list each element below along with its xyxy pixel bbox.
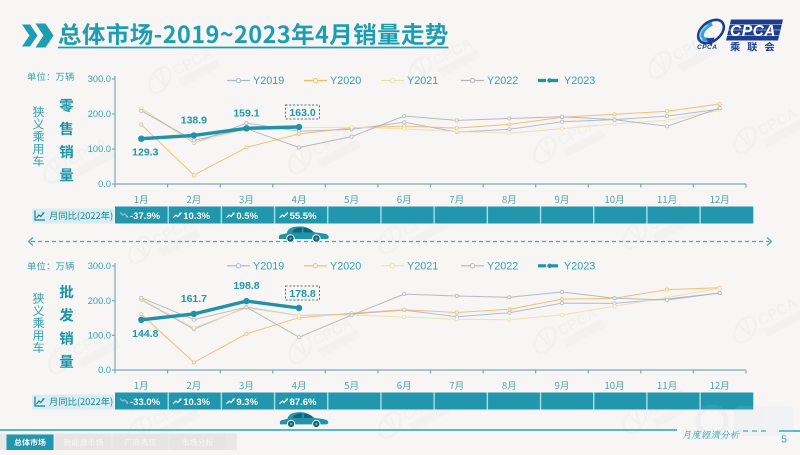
svg-text:CPCA: CPCA <box>697 44 717 51</box>
svg-text:87.6%: 87.6% <box>290 397 317 408</box>
svg-text:9.3%: 9.3% <box>236 397 258 408</box>
svg-text:-37.9%: -37.9% <box>130 211 161 222</box>
svg-text:Y2020: Y2020 <box>330 75 361 87</box>
svg-text:10.3%: 10.3% <box>183 211 210 222</box>
svg-text:129.3: 129.3 <box>132 147 158 159</box>
svg-text:163.0: 163.0 <box>289 107 315 119</box>
svg-text:Y2021: Y2021 <box>407 260 438 272</box>
svg-text:Y2019: Y2019 <box>253 260 284 272</box>
svg-text:200.0: 200.0 <box>88 109 111 119</box>
svg-text:100.0: 100.0 <box>88 331 111 341</box>
svg-text:159.1: 159.1 <box>233 107 259 119</box>
svg-text:138.9: 138.9 <box>181 114 207 126</box>
svg-text:10.3%: 10.3% <box>183 397 210 408</box>
svg-text:Y2020: Y2020 <box>330 260 361 272</box>
svg-text:198.8: 198.8 <box>233 280 259 292</box>
svg-text:0.0: 0.0 <box>98 365 111 375</box>
svg-text:200.0: 200.0 <box>88 296 111 306</box>
svg-text:5: 5 <box>781 434 787 446</box>
svg-text:300.0: 300.0 <box>88 261 111 271</box>
svg-text:100.0: 100.0 <box>88 144 111 154</box>
svg-text:0.0: 0.0 <box>98 179 111 189</box>
svg-text:Y2023: Y2023 <box>564 75 595 87</box>
svg-text:0.5%: 0.5% <box>236 211 258 222</box>
svg-text:Y2021: Y2021 <box>407 75 438 87</box>
svg-text:300.0: 300.0 <box>88 74 111 84</box>
svg-text:Y2022: Y2022 <box>487 260 518 272</box>
svg-text:-33.0%: -33.0% <box>130 397 161 408</box>
svg-text:144.8: 144.8 <box>132 328 158 340</box>
svg-text:55.5%: 55.5% <box>290 211 317 222</box>
svg-text:CPCA: CPCA <box>730 23 776 40</box>
svg-text:Y2023: Y2023 <box>564 260 595 272</box>
svg-text:Y2019: Y2019 <box>253 75 284 87</box>
svg-text:161.7: 161.7 <box>181 293 207 305</box>
svg-text:Y2022: Y2022 <box>487 75 518 87</box>
svg-text:178.8: 178.8 <box>289 288 315 300</box>
